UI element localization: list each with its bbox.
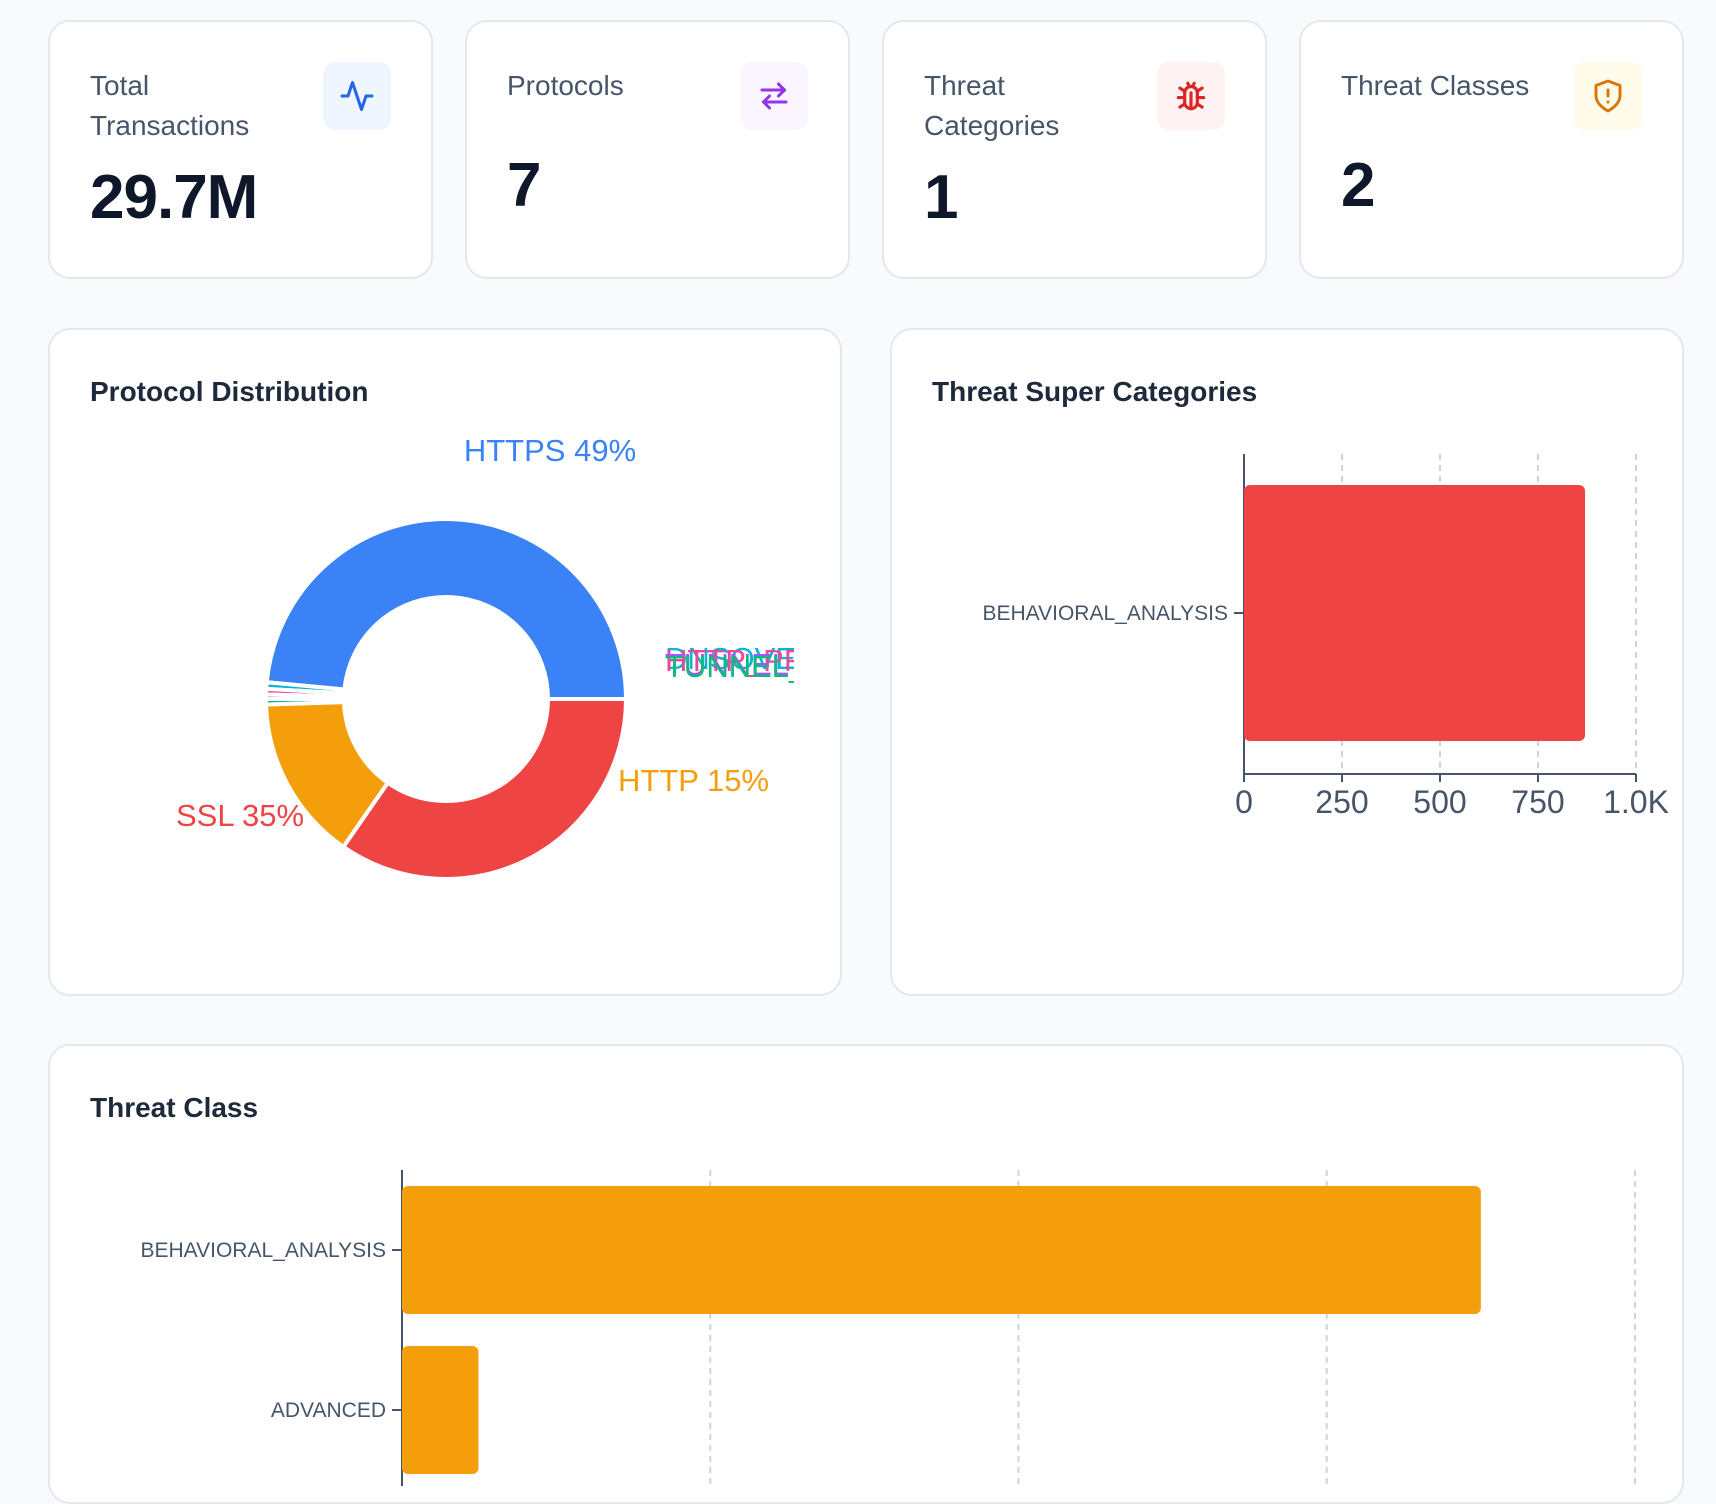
bar[interactable]	[402, 1186, 1481, 1314]
pie-slice-label: SSL 35%	[176, 798, 304, 833]
bar[interactable]	[402, 1346, 479, 1474]
stat-label: Threat Classes	[1341, 66, 1529, 106]
category-label: BEHAVIORAL_ANALYSIS	[141, 1239, 387, 1262]
panel-title: Protocol Distribution	[90, 376, 369, 407]
stat-label-line: Threat Classes	[1341, 70, 1530, 101]
threat-super-categories-panel: Threat Super Categories BEHAVIORAL_ANALY…	[890, 328, 1684, 996]
stat-card-threat-categories: Threat Categories 1	[882, 20, 1267, 279]
pie-slice-label: HTTPS 49%	[464, 433, 636, 468]
activity-icon	[323, 62, 391, 130]
stat-label-line: Transactions	[90, 110, 250, 141]
pie-slice[interactable]	[264, 517, 629, 701]
x-tick-label: 750	[1511, 784, 1564, 820]
stat-label-line: Total	[90, 70, 150, 101]
shield-alert-icon	[1574, 62, 1642, 130]
x-tick-label: 500	[1413, 784, 1466, 820]
x-tick-label: 0	[1235, 784, 1253, 820]
stat-card-total-transactions: Total Transactions 29.7M	[48, 20, 433, 279]
stat-value: 7	[507, 151, 541, 220]
stat-label-line: Threat	[924, 70, 1005, 101]
protocol-distribution-panel: Protocol Distribution HTTPS 49% DNSOVER HT…	[48, 328, 842, 996]
pie-slice-label: HTTP_PR	[665, 643, 806, 678]
x-tick-label: 250	[1315, 784, 1368, 820]
panel-title: Threat Super Categories	[932, 376, 1258, 407]
stat-value: 1	[924, 163, 958, 232]
threat-super-categories-chart: BEHAVIORAL_ANALYSIS 0 250 500 750 1.0K	[983, 454, 1669, 820]
pie-slice-label: TUNNEL	[665, 647, 789, 682]
stat-label: Protocols	[507, 66, 624, 106]
threat-class-panel: Threat Class BEHAVIORAL_ANALYSIS ADVANCED	[48, 1044, 1684, 1504]
stat-label-line: Categories	[924, 110, 1060, 141]
pie-slice-label: HTTP 15%	[618, 763, 769, 798]
bar[interactable]	[1244, 485, 1586, 741]
stat-value: 29.7M	[90, 163, 258, 232]
stat-value: 2	[1341, 151, 1375, 220]
arrows-swap-icon	[740, 62, 808, 130]
pie-slice-label: DNSOVER	[665, 641, 818, 676]
stat-card-threat-classes: Threat Classes 2	[1299, 20, 1684, 279]
panel-title: Threat Class	[90, 1092, 259, 1123]
pie-slice-label: TUNNEL_	[665, 649, 807, 684]
pie-slice[interactable]	[340, 697, 629, 881]
bug-icon	[1157, 62, 1225, 130]
x-tick-label: 1.0K	[1603, 784, 1669, 820]
stat-label: Total Transactions	[90, 66, 249, 146]
threat-class-chart: BEHAVIORAL_ANALYSIS ADVANCED	[141, 1170, 1636, 1486]
stat-card-protocols: Protocols 7	[465, 20, 850, 279]
category-label: BEHAVIORAL_ANALYSIS	[983, 602, 1229, 625]
stat-label-line: Protocols	[507, 70, 624, 101]
stat-label: Threat Categories	[924, 66, 1059, 146]
category-label: ADVANCED	[271, 1399, 386, 1422]
